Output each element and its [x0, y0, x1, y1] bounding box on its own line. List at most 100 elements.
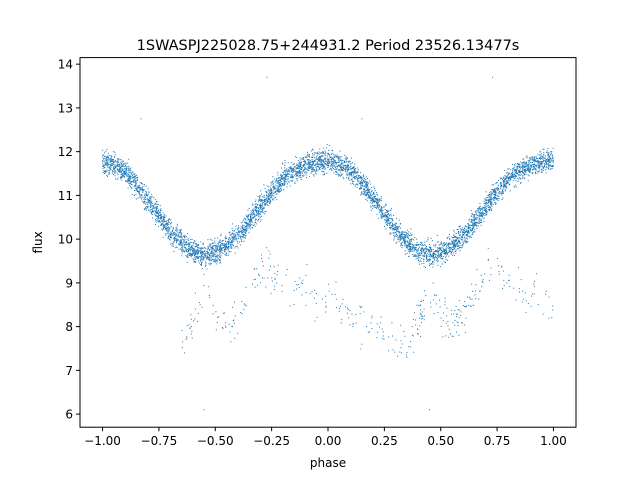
- data-point: [440, 254, 442, 256]
- data-point: [318, 151, 320, 153]
- data-point: [252, 221, 254, 223]
- data-point: [522, 172, 524, 174]
- data-point: [399, 236, 401, 238]
- data-point: [292, 170, 294, 172]
- data-point: [491, 205, 493, 207]
- data-point: [121, 174, 123, 176]
- data-point: [360, 194, 362, 196]
- data-point: [254, 214, 256, 216]
- data-point: [438, 253, 440, 255]
- data-point: [328, 163, 330, 165]
- data-point: [486, 208, 488, 210]
- data-point: [319, 167, 321, 169]
- data-point: [306, 163, 308, 165]
- data-point: [200, 253, 202, 255]
- data-point: [177, 236, 179, 238]
- data-point: [135, 179, 137, 181]
- data-point: [433, 254, 435, 256]
- data-point: [306, 172, 308, 174]
- data-point: [210, 248, 212, 250]
- data-point: [520, 168, 522, 170]
- data-point: [403, 237, 405, 239]
- data-point: [345, 165, 347, 167]
- data-point: [341, 168, 343, 170]
- data-point: [276, 188, 278, 190]
- data-point: [287, 179, 289, 181]
- data-point: [231, 237, 233, 239]
- data-point: [442, 252, 444, 254]
- data-point: [349, 160, 351, 162]
- data-point: [197, 244, 199, 246]
- data-point: [476, 217, 478, 219]
- data-point: [155, 209, 157, 211]
- data-point: [367, 187, 369, 189]
- data-point: [374, 205, 376, 207]
- data-point: [194, 251, 196, 253]
- data-point: [178, 248, 180, 250]
- data-point: [539, 167, 541, 169]
- data-point: [106, 170, 108, 172]
- data-point: [300, 165, 302, 167]
- data-point: [465, 234, 467, 236]
- data-point: [229, 234, 231, 236]
- data-point: [489, 208, 491, 210]
- data-point: [318, 160, 320, 162]
- data-point: [230, 247, 232, 249]
- data-point: [539, 166, 541, 168]
- data-point: [194, 257, 196, 259]
- data-point: [441, 257, 443, 259]
- data-point: [504, 175, 506, 177]
- data-point: [237, 225, 239, 227]
- data-point: [177, 229, 179, 231]
- data-point: [451, 249, 453, 251]
- data-point: [463, 227, 465, 229]
- data-point: [328, 154, 330, 156]
- data-point: [530, 162, 532, 164]
- data-point: [426, 248, 428, 250]
- data-point: [129, 168, 131, 170]
- data-point: [283, 174, 285, 176]
- data-point: [128, 182, 130, 184]
- data-point: [369, 183, 371, 185]
- data-point: [475, 224, 477, 226]
- data-point: [471, 228, 473, 230]
- data-point: [178, 236, 180, 238]
- data-point: [505, 190, 507, 192]
- data-point: [236, 241, 238, 243]
- data-point: [167, 235, 169, 237]
- data-point: [144, 196, 146, 198]
- data-point: [318, 157, 320, 159]
- data-point: [411, 234, 413, 236]
- data-point: [308, 162, 310, 164]
- data-point: [370, 205, 372, 207]
- data-point: [539, 155, 541, 157]
- data-point: [285, 174, 287, 176]
- data-point: [547, 161, 549, 163]
- data-point: [318, 158, 320, 160]
- data-point: [391, 218, 393, 220]
- data-point: [409, 247, 411, 249]
- data-point: [388, 223, 390, 225]
- data-point: [206, 256, 208, 258]
- data-point: [306, 151, 308, 153]
- data-point: [531, 159, 533, 161]
- data-point: [254, 225, 256, 227]
- data-point: [436, 257, 438, 259]
- data-point: [259, 221, 261, 223]
- data-point: [459, 247, 461, 249]
- data-point: [173, 232, 175, 234]
- data-point: [523, 170, 525, 172]
- data-point: [186, 251, 188, 253]
- data-point: [291, 180, 293, 182]
- data-point: [116, 163, 118, 165]
- data-point: [242, 234, 244, 236]
- data-point: [224, 248, 226, 250]
- data-point: [289, 167, 291, 169]
- data-point: [165, 229, 167, 231]
- data-point: [275, 193, 277, 195]
- data-point: [212, 243, 214, 245]
- data-point: [132, 180, 134, 182]
- data-point: [158, 210, 160, 212]
- data-point: [458, 239, 460, 241]
- data-point: [327, 159, 329, 161]
